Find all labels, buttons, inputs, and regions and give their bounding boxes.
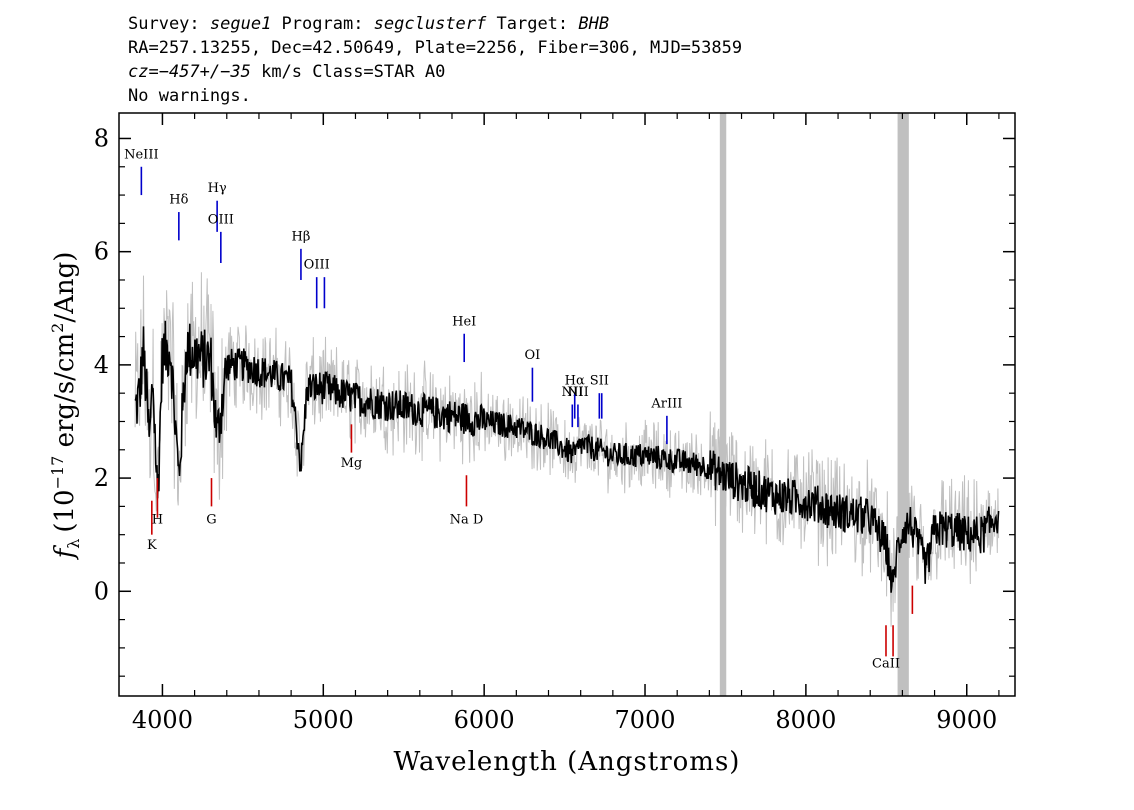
- target-value: BHB: [578, 14, 610, 34]
- y-tick-label: 6: [94, 238, 109, 266]
- line-label: NeIII: [124, 147, 158, 162]
- line-label: CaII: [872, 657, 900, 672]
- masked-regions: [719, 113, 909, 696]
- flux-line: [134, 320, 1000, 593]
- x-axis-label: Wavelength (Angstroms): [394, 747, 741, 777]
- y-label-mid: erg/s/cm: [50, 333, 80, 456]
- x-tick-label: 7000: [614, 706, 675, 734]
- y-label-exp1: −17: [48, 456, 67, 490]
- line-label: NII: [567, 385, 589, 400]
- x-tick-label: 5000: [293, 706, 354, 734]
- cz-value: −457+/−35: [158, 62, 251, 82]
- line-label: OIII: [304, 258, 330, 273]
- x-tick-label: 4000: [132, 706, 193, 734]
- y-label-sub: λ: [64, 539, 83, 549]
- x-tick-label: 8000: [775, 706, 836, 734]
- line-label: OIII: [208, 212, 234, 227]
- line-label: K: [147, 538, 157, 553]
- header-line-1: Survey: segue1 Program: segclusterf Targ…: [128, 14, 609, 34]
- plot-frame: [118, 112, 1016, 697]
- line-label: G: [206, 512, 216, 527]
- axis-ticks: 4000 5000 6000 7000 8000 9000 0 2 4 6 8: [94, 113, 1015, 734]
- masked-region: [719, 113, 727, 696]
- program-value: segclusterf: [373, 14, 487, 34]
- survey-label: Survey:: [128, 14, 210, 34]
- y-tick-label: 8: [94, 124, 109, 152]
- line-label: SII: [590, 374, 609, 389]
- line-label: H: [152, 512, 163, 527]
- masked-region: [897, 113, 909, 696]
- y-axis-label: fλ(10−17 erg/s/cm2/Ang): [48, 252, 83, 561]
- header-line-4: No warnings.: [128, 86, 251, 106]
- header-line-2: RA=257.13255, Dec=42.50649, Plate=2256, …: [128, 38, 743, 58]
- y-label-post: /Ang): [50, 252, 80, 323]
- line-label: Hβ: [292, 229, 311, 244]
- x-tick-label: 9000: [936, 706, 997, 734]
- line-label: NII: [561, 385, 583, 400]
- y-label-exp2: 2: [48, 323, 67, 333]
- class-text: km/s Class=STAR A0: [250, 62, 446, 82]
- line-label: Na D: [450, 512, 484, 527]
- x-tick-label: 6000: [454, 706, 515, 734]
- y-label-pre: (10: [50, 489, 80, 532]
- line-label: OI: [525, 348, 541, 363]
- line-label: ArIII: [650, 396, 682, 411]
- line-label: HeI: [452, 314, 476, 329]
- header-line-3: cz=−457+/−35 km/s Class=STAR A0: [128, 62, 445, 82]
- y-tick-label: 0: [94, 577, 109, 605]
- spectral-line-markers: NeIIIHδHγOIIIHβOIIIHeIOINIIHαNIISIIArIII…: [124, 147, 914, 672]
- survey-value: segue1: [209, 14, 272, 34]
- program-label: Program:: [271, 14, 374, 34]
- line-label: Hα: [565, 374, 585, 389]
- y-tick-label: 4: [94, 351, 109, 379]
- cz-label: cz=: [128, 62, 159, 82]
- flux-trace: [134, 320, 1000, 593]
- line-label: Hγ: [208, 181, 227, 196]
- line-label: Mg: [341, 456, 363, 471]
- line-label: Hδ: [169, 193, 188, 208]
- target-label: Target:: [486, 14, 579, 34]
- y-tick-label: 2: [94, 464, 109, 492]
